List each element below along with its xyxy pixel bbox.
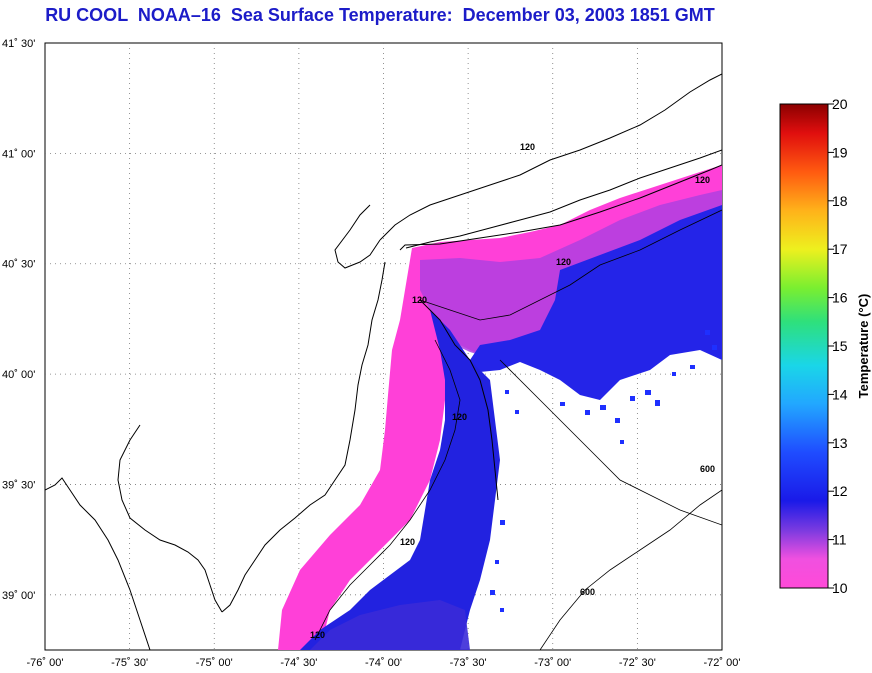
contour-label: 120 xyxy=(400,537,415,547)
contour-label: 120 xyxy=(310,630,325,640)
colorbar-tick-label: 18 xyxy=(832,193,848,209)
sst-patch-blue-shelf xyxy=(300,310,500,650)
lat-tick-label: 40˚ 00' xyxy=(2,369,35,381)
bathymetry-contours xyxy=(314,209,722,650)
colorbar-ticks: 20 19 18 17 16 15 14 13 12 11 10 xyxy=(828,96,848,596)
lat-tick-label: 41˚ 00' xyxy=(2,148,35,160)
sst-patch-deep-south xyxy=(310,600,470,650)
lon-tick-label: -72˚ 00' xyxy=(704,657,741,669)
coastline xyxy=(45,73,722,650)
contour-label: 600 xyxy=(700,464,715,474)
lon-tick-label: -74˚ 00' xyxy=(365,657,402,669)
contour-labels: 120 120 120 120 120 120 120 600 600 xyxy=(310,142,715,640)
colorbar-tick-label: 10 xyxy=(832,580,848,596)
colorbar: 20 19 18 17 16 15 14 13 12 11 10 Temperature (°C) xyxy=(779,96,871,596)
lat-tick-label: 39˚ 00' xyxy=(2,590,35,602)
colorbar-tick-label: 11 xyxy=(832,532,847,548)
colorbar-tick-label: 15 xyxy=(832,338,848,354)
lon-tick-label: -74˚ 30' xyxy=(280,657,317,669)
colorbar-tick-label: 19 xyxy=(832,144,848,160)
colorbar-title: Temperature (°C) xyxy=(856,294,871,399)
colorbar-tick-label: 20 xyxy=(832,96,848,112)
contour-label: 120 xyxy=(412,295,427,305)
map-title: RU COOL NOAA–16 Sea Surface Temperature:… xyxy=(45,5,715,25)
contour-label: 120 xyxy=(452,412,467,422)
colorbar-tick-label: 17 xyxy=(832,241,848,257)
contour-label: 120 xyxy=(695,175,710,185)
lon-tick-label: -72˚ 30' xyxy=(619,657,656,669)
lon-tick-label: -73˚ 30' xyxy=(450,657,487,669)
lon-tick-label: -73˚ 00' xyxy=(534,657,571,669)
lon-tick-label: -75˚ 30' xyxy=(111,657,148,669)
sst-speckles xyxy=(490,330,717,612)
contour-label: 600 xyxy=(580,587,595,597)
colorbar-tick-label: 12 xyxy=(832,483,848,499)
longitude-labels: -76˚ 00' -75˚ 30' -75˚ 00' -74˚ 30' -74˚ 00'… xyxy=(27,657,741,669)
contour-label: 120 xyxy=(556,257,571,267)
lat-tick-label: 40˚ 30' xyxy=(2,259,35,271)
sst-patch-pink-nj xyxy=(278,165,722,650)
latitude-labels: 41˚ 30' 41˚ 00' 40˚ 30' 40˚ 00' 39˚ 30' 39˚ 0… xyxy=(2,38,35,602)
colorbar-tick-label: 14 xyxy=(832,386,848,402)
lat-tick-label: 39˚ 30' xyxy=(2,479,35,491)
lon-tick-label: -75˚ 00' xyxy=(196,657,233,669)
lat-tick-label: 41˚ 30' xyxy=(2,38,35,50)
lon-tick-label: -76˚ 00' xyxy=(27,657,64,669)
colorbar-gradient xyxy=(779,103,829,589)
colorbar-tick-label: 16 xyxy=(832,290,848,306)
contour-label: 120 xyxy=(520,142,535,152)
sst-patch-blue-ne xyxy=(470,205,722,400)
colorbar-tick-label: 13 xyxy=(832,435,848,451)
